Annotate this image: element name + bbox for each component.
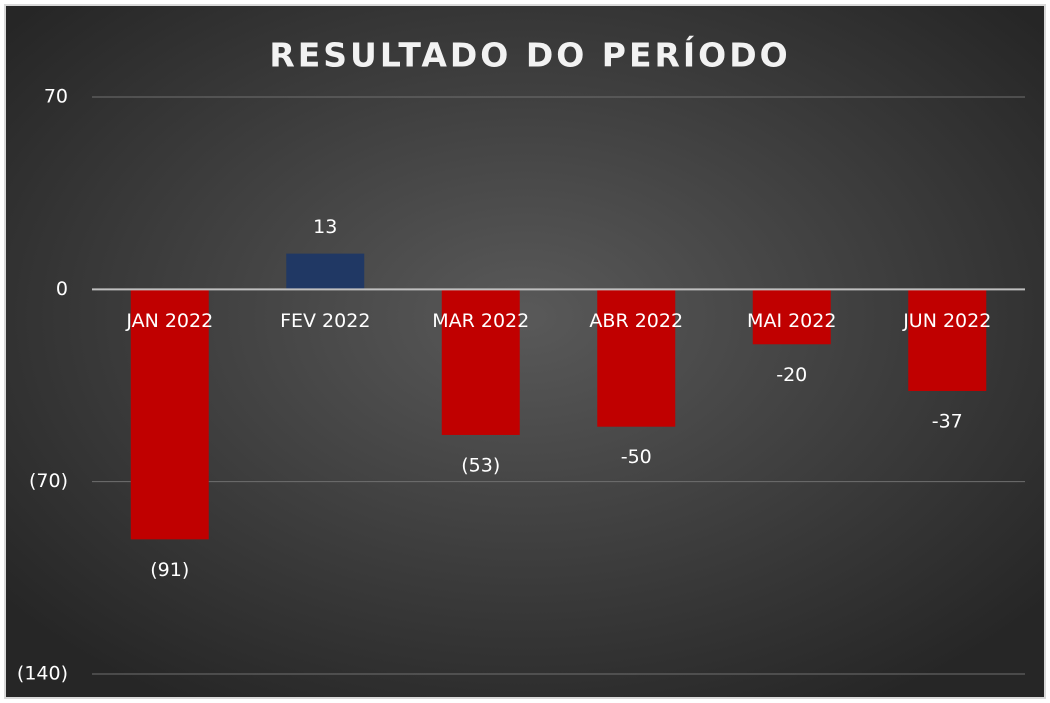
bar [441,289,520,435]
data-label: (91) [150,559,189,581]
data-label: -37 [932,410,963,432]
x-tick-label: JUN 2022 [902,310,991,332]
data-label: 13 [313,216,337,238]
y-tick-label: 70 [44,86,68,108]
x-tick-label: MAR 2022 [432,310,529,332]
y-tick-label: (140) [17,663,68,685]
x-tick-label: MAI 2022 [747,310,836,332]
bar [752,289,831,345]
data-label: (53) [461,454,500,476]
y-tick-label: 0 [56,278,68,300]
x-tick-label: ABR 2022 [589,310,683,332]
data-label: -20 [776,364,807,386]
bar [286,253,365,290]
data-label: -50 [621,446,652,468]
bar [130,289,209,540]
y-tick-label: (70) [29,470,68,492]
bar [908,289,987,391]
x-tick-label: FEV 2022 [280,310,370,332]
x-tick-label: JAN 2022 [125,310,213,332]
chart-title: RESULTADO DO PERÍODO [269,35,790,75]
bar [597,289,676,427]
